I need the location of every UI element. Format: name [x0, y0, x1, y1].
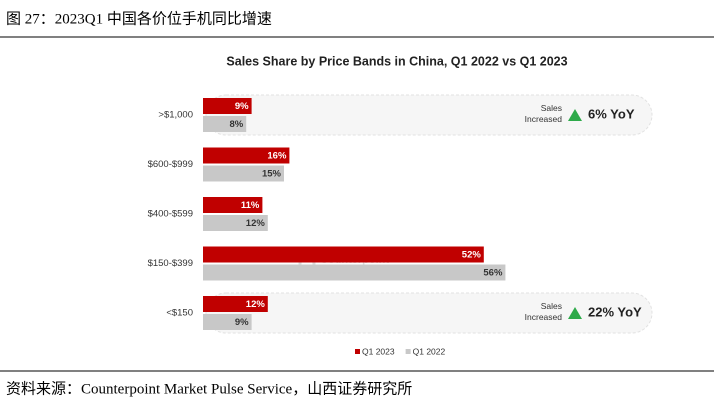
- legend-swatch: [405, 349, 411, 354]
- data-label: 8%: [229, 119, 243, 130]
- up-arrow: [568, 307, 582, 319]
- y-tick-label: <$150: [166, 308, 193, 319]
- bar: [203, 246, 484, 263]
- annotation-text: Sales Increased: [525, 301, 563, 322]
- bar: [203, 197, 263, 213]
- y-tick-label: $150-$399: [148, 258, 193, 269]
- data-label: 11%: [241, 200, 260, 211]
- bar: [203, 98, 252, 114]
- annotation-value: 22% YoY: [588, 304, 642, 319]
- data-label: 9%: [235, 317, 249, 328]
- annotation-pill: [205, 94, 653, 136]
- source: 资料来源：Counterpoint Market Pulse Service，山…: [6, 380, 412, 397]
- data-label: 52%: [462, 250, 482, 261]
- chart-title: Sales Share by Price Bands in China, Q1 …: [226, 54, 567, 68]
- data-label: 12%: [246, 218, 266, 229]
- legend-label: Q1 2022: [413, 346, 446, 356]
- bar: [203, 296, 268, 312]
- bar: [203, 264, 506, 281]
- data-label: 56%: [483, 268, 503, 279]
- y-tick-label: $600-$999: [148, 159, 193, 170]
- y-tick-label: >$1,000: [158, 110, 193, 121]
- data-label: 16%: [267, 151, 287, 162]
- y-tick-label: $400-$599: [148, 209, 193, 220]
- data-label: 12%: [246, 299, 266, 310]
- up-arrow: [568, 109, 582, 121]
- bar: [203, 314, 252, 330]
- annotation-value: 6% YoY: [588, 106, 635, 121]
- legend-label: Q1 2023: [362, 346, 395, 356]
- bar: [203, 116, 247, 132]
- bar: [203, 165, 284, 182]
- annotation-pill: [205, 292, 653, 334]
- caption: 图 27：2023Q1 中国各价位手机同比增速: [6, 10, 272, 27]
- annotation-text: Sales Increased: [525, 103, 563, 124]
- legend-swatch: [355, 349, 360, 354]
- data-label: 9%: [235, 101, 249, 112]
- bar: [203, 215, 268, 231]
- bar: [203, 147, 290, 164]
- data-label: 15%: [262, 169, 282, 180]
